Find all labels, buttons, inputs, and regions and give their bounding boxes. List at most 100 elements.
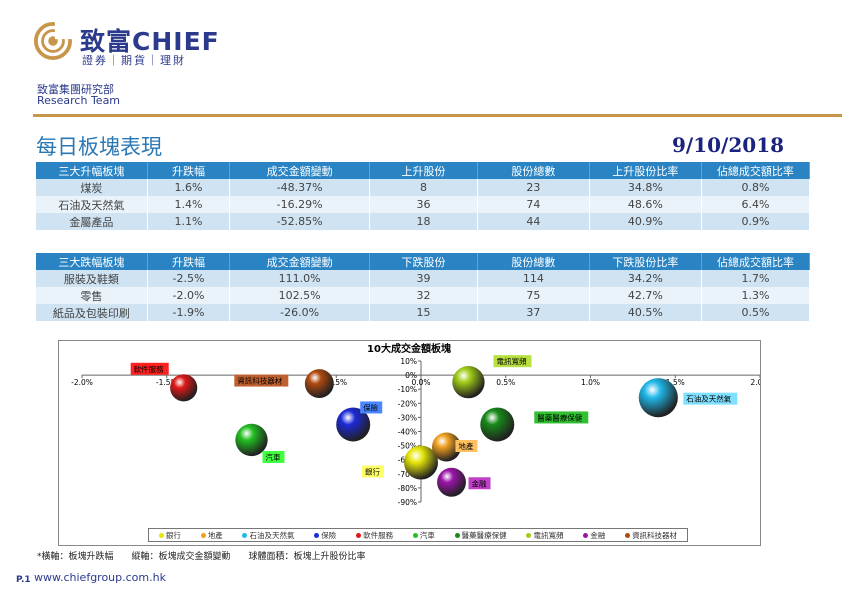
table-cell: 111.0%	[229, 270, 371, 287]
x-tick-label: -2.0%	[71, 378, 93, 387]
brand-en: CHIEF	[132, 27, 220, 56]
data-label: 地產	[458, 441, 473, 451]
column-header: 股份總數	[477, 253, 590, 270]
table-cell: 0.9%	[701, 213, 811, 230]
legend-item: 電訊寬頻	[526, 530, 563, 541]
table-cell: 75	[477, 287, 590, 304]
table-cell: 紙品及包裝印刷	[36, 304, 148, 321]
table-cell: 23	[477, 179, 590, 196]
chart-footnote: *橫軸：板塊升跌幅 縱軸：板塊成交金額變動 球體面積：板塊上升股份比率	[37, 552, 366, 562]
x-tick-label: 0.5%	[496, 378, 515, 387]
data-label-bg	[534, 411, 589, 424]
x-tick-label: 1.0%	[581, 378, 600, 387]
table-cell: 114	[477, 270, 590, 287]
team-name: Research Team	[37, 94, 121, 107]
legend-item: 地產	[200, 530, 223, 541]
bubble-4	[336, 407, 371, 442]
table-cell: -2.0%	[147, 287, 231, 304]
bubble-2	[431, 432, 461, 462]
column-header: 佔總成交額比率	[701, 162, 811, 179]
table-cell: 34.2%	[589, 270, 702, 287]
bubble-5	[170, 374, 198, 402]
bubble-8	[452, 366, 485, 399]
y-tick-label: 10%	[400, 357, 417, 366]
table-cell: -16.29%	[229, 196, 371, 213]
legend-label: 汽車	[419, 530, 435, 540]
column-header: 佔總成交額比率	[701, 253, 811, 270]
bubble-1	[404, 445, 438, 480]
table-cell: 1.6%	[147, 179, 231, 196]
data-label-bg	[493, 355, 532, 368]
legend-item: 汽車	[412, 530, 435, 541]
table-cell: 44	[477, 213, 590, 230]
bubble-10	[304, 369, 334, 399]
legend-label: 地產	[207, 530, 223, 540]
table-cell: 0.5%	[701, 304, 811, 321]
table-row: 服裝及鞋類 -2.5% 111.0% 39 114 34.2% 1.7%	[36, 270, 811, 287]
chart-frame	[58, 340, 761, 546]
legend-item: 軟件服務	[356, 530, 393, 541]
data-label-bg	[683, 392, 738, 405]
data-label-bg	[468, 477, 491, 490]
data-label: 銀行	[365, 467, 380, 477]
data-label: 電訊寬頻	[496, 356, 526, 366]
page-number: P.1	[16, 575, 31, 585]
column-header: 成交金額變動	[229, 253, 371, 270]
legend-item: 銀行	[158, 530, 181, 541]
column-header: 下跌股份	[369, 253, 478, 270]
table-cell: 42.7%	[589, 287, 702, 304]
bubble-9	[437, 467, 466, 497]
y-tick-label: -20%	[398, 399, 417, 408]
table-cell: -1.9%	[147, 304, 231, 321]
table-row: 煤炭 1.6% -48.37% 8 23 34.8% 0.8%	[36, 179, 811, 196]
column-header: 三大跌幅板塊	[36, 253, 148, 270]
top-gainers-table: 三大升幅板塊 升跌幅 成交金額變動 上升股份 股份總數 上升股份比率 佔總成交額比率 煤炭 1…	[36, 162, 811, 230]
top-losers-table: 三大跌幅板塊 升跌幅 成交金額變動 下跌股份 股份總數 下跌股份比率 佔總成交額比率 服裝及…	[36, 253, 811, 321]
table-cell: 石油及天然氣	[36, 196, 148, 213]
y-tick-label: -90%	[398, 498, 417, 507]
y-tick-label: -50%	[398, 442, 417, 451]
chart-title: 10大成交金額板塊	[367, 342, 451, 355]
table-cell: -2.5%	[147, 270, 231, 287]
data-label: 保險	[363, 402, 378, 412]
table-cell: 煤炭	[36, 179, 148, 196]
table-cell: 39	[369, 270, 478, 287]
legend-marker-icon	[454, 532, 460, 538]
table-cell: 服裝及鞋類	[36, 270, 148, 287]
report-date: 9/10/2018	[672, 133, 785, 157]
y-tick-label: -80%	[398, 484, 417, 493]
y-tick-label: -10%	[398, 385, 417, 394]
y-tick-label: -70%	[398, 470, 417, 479]
website-url: www.chiefgroup.com.hk	[34, 571, 166, 584]
legend-label: 醫藥醫療保健	[461, 530, 507, 540]
table-cell: 102.5%	[229, 287, 371, 304]
table-cell: 48.6%	[589, 196, 702, 213]
table-row: 紙品及包裝印刷 -1.9% -26.0% 15 37 40.5% 0.5%	[36, 304, 811, 321]
table-cell: 1.3%	[701, 287, 811, 304]
data-label-bg	[455, 440, 478, 453]
column-header: 升跌幅	[147, 253, 231, 270]
x-tick-label: 2.0%	[750, 378, 760, 387]
data-label-bg	[234, 374, 289, 387]
legend-label: 保險	[321, 530, 337, 540]
legend-label: 金融	[590, 530, 606, 540]
column-header: 上升股份	[369, 162, 478, 179]
table-row: 金屬產品 1.1% -52.85% 18 44 40.9% 0.9%	[36, 213, 811, 230]
y-tick-label: 0%	[405, 371, 417, 380]
legend-marker-icon	[314, 532, 320, 538]
legend-item: 石油及天然氣	[242, 530, 294, 541]
table-header-row: 三大跌幅板塊 升跌幅 成交金額變動 下跌股份 股份總數 下跌股份比率 佔總成交額比率	[36, 253, 811, 270]
brand-cn: 致富	[80, 27, 133, 56]
bubble-6	[235, 423, 268, 457]
table-cell: 1.7%	[701, 270, 811, 287]
table-cell: 34.8%	[589, 179, 702, 196]
data-label-bg	[262, 450, 285, 463]
data-label-bg	[360, 401, 383, 414]
data-label: 石油及天然氣	[686, 394, 731, 404]
bubble-chart: 10大成交金額板塊-2.0%-1.5%-1.0%-0.5%0.0%0.5%1.0…	[71, 342, 760, 507]
legend-label: 銀行	[165, 530, 181, 540]
column-header: 下跌股份比率	[589, 253, 702, 270]
chart-legend: 銀行 地產 石油及天然氣 保險 軟件服務 汽車 醫藥醫療保健 電訊寬頻 金融 資訊科技器材	[148, 528, 688, 542]
table-cell: 37	[477, 304, 590, 321]
bubble-7	[480, 407, 515, 442]
